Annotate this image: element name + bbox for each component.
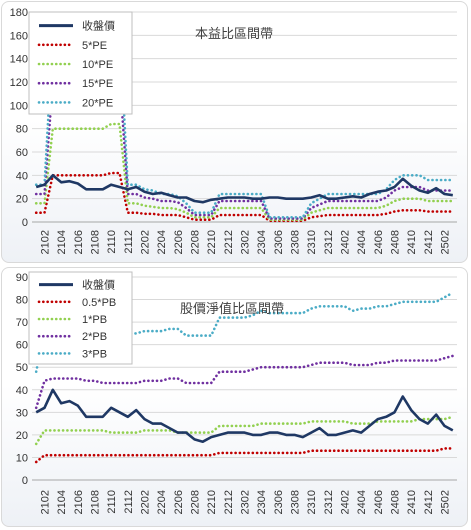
x-tick-label: 2110 [106, 230, 118, 254]
x-tick-label: 2110 [106, 490, 118, 514]
legend [28, 11, 133, 115]
x-tick-label: 2410 [406, 230, 418, 254]
x-tick-label: 2210 [206, 230, 218, 254]
x-tick-label: 2402 [340, 230, 352, 254]
x-tick-label: 2304 [256, 230, 268, 254]
y-tick-label: 40 [16, 170, 28, 182]
legend-label: 0.5*PB [82, 297, 116, 309]
x-tick-label: 2406 [373, 230, 385, 254]
x-tick-label: 2408 [390, 230, 402, 254]
x-tick-label: 2302 [240, 230, 252, 254]
series-line-1 [34, 171, 455, 223]
y-tick-label: 50 [16, 362, 28, 374]
x-tick-label: 2112 [123, 230, 135, 254]
y-tick-label: 30 [16, 407, 28, 419]
x-tick-label: 2202 [140, 230, 152, 254]
legend-label: 收盤價 [82, 19, 115, 33]
x-tick-label: 2410 [406, 490, 418, 514]
y-tick-label: 0 [22, 475, 28, 487]
series-line-1 [34, 447, 455, 464]
x-tick-label: 2206 [173, 490, 185, 514]
chart-title: 股價淨值比區間帶 [180, 301, 284, 317]
x-tick-label: 2104 [56, 230, 68, 254]
x-tick-label: 2204 [156, 230, 168, 254]
y-tick-label: 180 [10, 7, 28, 19]
legend-label: 收盤價 [82, 278, 115, 292]
x-tick-label: 2210 [206, 490, 218, 514]
series-line-3 [34, 354, 455, 410]
x-tick-label: 2310 [306, 230, 318, 254]
x-tick-label: 2306 [273, 230, 285, 254]
y-tick-label: 80 [16, 124, 28, 136]
x-tick-label: 2312 [323, 230, 335, 254]
y-tick-label: 120 [10, 77, 28, 89]
pb-band-chart: 0 10 20 30 40 50 60 70 80 90 2102 2104 2106 2108 2110 2… [16, 271, 457, 514]
series-line-2 [34, 122, 455, 221]
series-line-0 [35, 388, 454, 443]
x-tick-label: 2106 [73, 490, 85, 514]
y-tick-label: 100 [10, 100, 28, 112]
x-tick-label: 2402 [340, 490, 352, 514]
x-tick-label: 2102 [40, 490, 52, 514]
x-tick-label: 2502 [440, 230, 452, 254]
x-tick-label: 2502 [440, 490, 452, 514]
y-tick-label: 60 [16, 147, 28, 159]
y-tick-label: 160 [10, 30, 28, 42]
y-tick-label: 60 [16, 340, 28, 352]
x-tick-label: 2212 [223, 230, 235, 254]
x-tick-label: 2304 [256, 490, 268, 514]
x-tick-label: 2406 [373, 490, 385, 514]
series-line-3 [34, 73, 455, 220]
x-tick-label: 2308 [290, 490, 302, 514]
x-tick-label: 2208 [190, 230, 202, 254]
chart-title: 本益比區間帶 [195, 27, 273, 42]
series-line-0 [35, 174, 453, 204]
legend-label: 3*PB [82, 348, 107, 360]
x-tick-label: 2404 [356, 490, 368, 514]
x-tick-label: 2206 [173, 230, 185, 254]
y-tick-label: 10 [16, 452, 28, 464]
pe-band-chart: 0 20 40 60 80 100 120 140 160 180 2102 2104 2106 2108… [10, 7, 457, 254]
x-tick-label: 2108 [90, 230, 102, 254]
x-tick-label: 2212 [223, 490, 235, 514]
x-tick-label: 2108 [90, 490, 102, 514]
y-tick-label: 90 [16, 272, 28, 284]
legend-label: 15*PE [82, 78, 113, 90]
legend-label: 20*PE [82, 97, 113, 109]
y-tick-label: 20 [16, 430, 28, 442]
x-tick-label: 2412 [423, 490, 435, 514]
x-tick-label: 2204 [156, 490, 168, 514]
legend-label: 2*PB [82, 331, 107, 343]
legend-label: 1*PB [82, 314, 107, 326]
x-tick-label: 2310 [306, 490, 318, 514]
x-tick-label: 2106 [73, 230, 85, 254]
x-tick-label: 2308 [290, 230, 302, 254]
legend [28, 271, 133, 365]
x-tick-label: 2408 [390, 490, 402, 514]
x-tick-label: 2306 [273, 490, 285, 514]
y-tick-label: 140 [10, 54, 28, 66]
pe-band-chart-panel: 0 20 40 60 80 100 120 140 160 180 2102 2104 2106 2108… [1, 1, 468, 263]
series-line-2 [34, 415, 455, 446]
x-tick-label: 2302 [240, 490, 252, 514]
y-tick-label: 40 [16, 385, 28, 397]
x-tick-label: 2208 [190, 490, 202, 514]
x-tick-label: 2312 [323, 490, 335, 514]
x-tick-label: 2404 [356, 230, 368, 254]
x-tick-label: 2104 [56, 490, 68, 514]
y-tick-label: 20 [16, 194, 28, 206]
legend-label: 10*PE [82, 59, 113, 71]
y-tick-label: 0 [22, 217, 28, 229]
y-tick-label: 70 [16, 317, 28, 329]
x-tick-label: 2412 [423, 230, 435, 254]
x-tick-label: 2102 [40, 230, 52, 254]
y-tick-label: 80 [16, 295, 28, 307]
legend-label: 5*PE [82, 40, 107, 52]
pb-band-chart-panel: 0 10 20 30 40 50 60 70 80 90 2102 2104 2106 2108 2110 2… [1, 267, 468, 527]
x-tick-label: 2112 [123, 490, 135, 514]
x-tick-label: 2202 [140, 490, 152, 514]
